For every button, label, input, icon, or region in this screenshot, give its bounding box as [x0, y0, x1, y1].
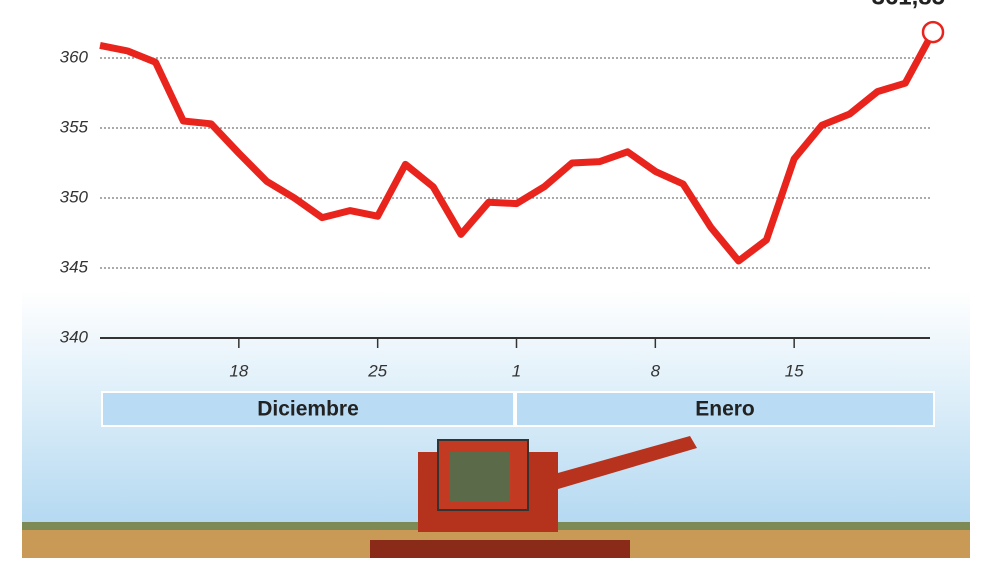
- value-label: 361,85: [872, 0, 945, 10]
- y-tick-label: 345: [60, 257, 89, 276]
- end-point: [921, 20, 945, 44]
- period-label: Enero: [695, 398, 755, 421]
- period-label: Diciembre: [257, 398, 359, 421]
- y-tick-label: 340: [60, 327, 89, 346]
- x-tick-label: 8: [651, 361, 661, 380]
- x-tick-label: 25: [367, 361, 387, 380]
- y-tick-label: 360: [60, 47, 89, 66]
- period-band: [515, 391, 935, 427]
- x-tick-label: 18: [229, 361, 248, 380]
- harvester: [370, 436, 697, 558]
- y-tick-label: 350: [60, 187, 89, 206]
- x-tick-label: 15: [785, 361, 804, 380]
- x-tick-label: 1: [512, 361, 521, 380]
- y-tick-label: 355: [60, 117, 89, 136]
- period-band: [101, 391, 515, 427]
- line: [99, 30, 937, 265]
